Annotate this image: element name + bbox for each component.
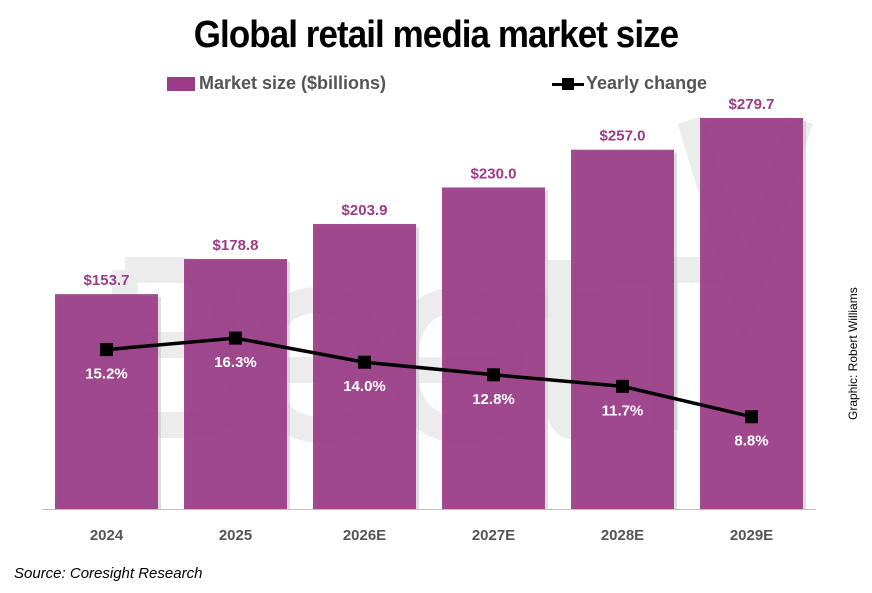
chart-title: Global retail media market size	[193, 14, 679, 56]
bar-2025	[184, 259, 287, 509]
legend-swatch-bar	[167, 76, 195, 91]
line-value-label: 16.3%	[214, 354, 257, 371]
line-marker	[100, 343, 113, 357]
line-value-label: 11.7%	[602, 402, 644, 419]
bar-value-label: $153.7	[84, 272, 130, 289]
graphic-credit: Graphic: Robert Williams	[846, 287, 860, 420]
bar-value-label: $230.0	[471, 165, 517, 182]
bar-2024	[55, 294, 158, 509]
x-tick-label: 2027E	[472, 527, 515, 544]
x-tick-label: 2024	[90, 527, 124, 544]
line-value-label: 8.8%	[734, 433, 768, 450]
line-value-label: 14.0%	[343, 378, 386, 395]
yearly-change-line	[106, 336, 752, 419]
bar-2029E	[700, 117, 803, 509]
legend-swatch-line	[552, 77, 584, 91]
legend-label: Yearly change	[586, 73, 708, 93]
bar-2028E	[571, 149, 674, 510]
line-marker	[616, 379, 629, 393]
legend-item-market-size: Market size ($billions)	[167, 73, 386, 94]
bar-2027E	[442, 187, 545, 509]
line-marker	[358, 355, 371, 369]
legend-label: Market size ($billions)	[199, 73, 387, 93]
source-note: Source: Coresight Research	[14, 565, 203, 582]
bar-value-label: $257.0	[600, 128, 646, 145]
bar-value-label: $203.9	[342, 202, 388, 219]
x-tick-label: 2025	[219, 527, 252, 544]
line-value-label: 12.8%	[472, 391, 515, 408]
bar-value-label: $178.8	[213, 237, 259, 254]
line-marker	[229, 331, 242, 345]
legend-item-yearly-change: Yearly change	[552, 73, 707, 94]
bar-value-label: $279.7	[729, 96, 775, 113]
line-marker	[487, 368, 500, 382]
line-value-label: 15.2%	[85, 366, 128, 383]
line-marker	[745, 410, 758, 424]
x-tick-label: 2026E	[343, 527, 386, 544]
x-tick-label: 2029E	[730, 527, 773, 544]
x-tick-label: 2028E	[601, 527, 644, 544]
